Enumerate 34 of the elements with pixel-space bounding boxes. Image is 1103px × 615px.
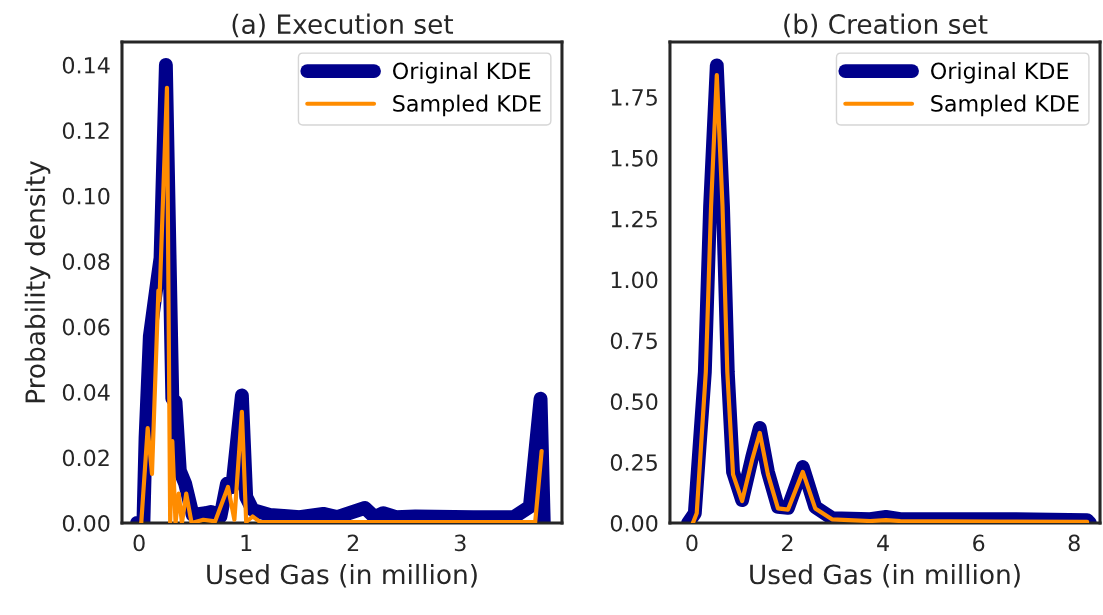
legend-label: Sampled KDE xyxy=(931,94,1079,117)
x-tick-label: 2 xyxy=(782,534,793,551)
legend-label: Original KDE xyxy=(931,62,1069,84)
x-tick-label: 3 xyxy=(454,534,466,552)
x-tick-label: 2 xyxy=(347,534,359,551)
y-tick-label: 0.00 xyxy=(610,514,658,532)
x-axis-title: Used Gas (in million) xyxy=(207,563,477,588)
x-tick-label: 8 xyxy=(1068,534,1080,552)
y-tick-label: 0.02 xyxy=(62,449,109,467)
x-tick-label: 1 xyxy=(241,534,252,551)
y-tick-label: 0.75 xyxy=(610,332,657,350)
y-tick-label: 0.50 xyxy=(610,393,658,411)
legend-label: Sampled KDE xyxy=(393,94,541,117)
y-tick-label: 0.00 xyxy=(62,514,110,532)
y-tick-label: 1.25 xyxy=(611,210,657,228)
y-tick-label: 0.14 xyxy=(62,56,110,74)
y-tick-label: 0.06 xyxy=(62,318,110,336)
y-tick-label: 0.10 xyxy=(62,187,110,205)
chart-title: (b) Creation set xyxy=(784,13,988,38)
y-tick-label: 0.08 xyxy=(62,253,110,270)
legend-label: Original KDE xyxy=(393,62,531,84)
y-tick-label: 1.00 xyxy=(611,271,658,289)
x-tick-label: 0 xyxy=(686,534,698,552)
y-axis-title: Probability density xyxy=(24,160,51,403)
x-tick-label: 0 xyxy=(133,534,145,552)
y-tick-label: 0.12 xyxy=(62,122,109,140)
y-tick-label: 1.75 xyxy=(611,89,657,106)
chart-title: (a) Execution set xyxy=(232,13,454,38)
x-axis-title: Used Gas (in million) xyxy=(750,563,1020,588)
x-tick-label: 6 xyxy=(973,534,985,552)
y-tick-label: 0.04 xyxy=(62,384,110,401)
x-tick-label: 4 xyxy=(877,534,889,551)
y-tick-label: 1.50 xyxy=(611,149,658,167)
y-tick-label: 0.25 xyxy=(610,454,657,471)
